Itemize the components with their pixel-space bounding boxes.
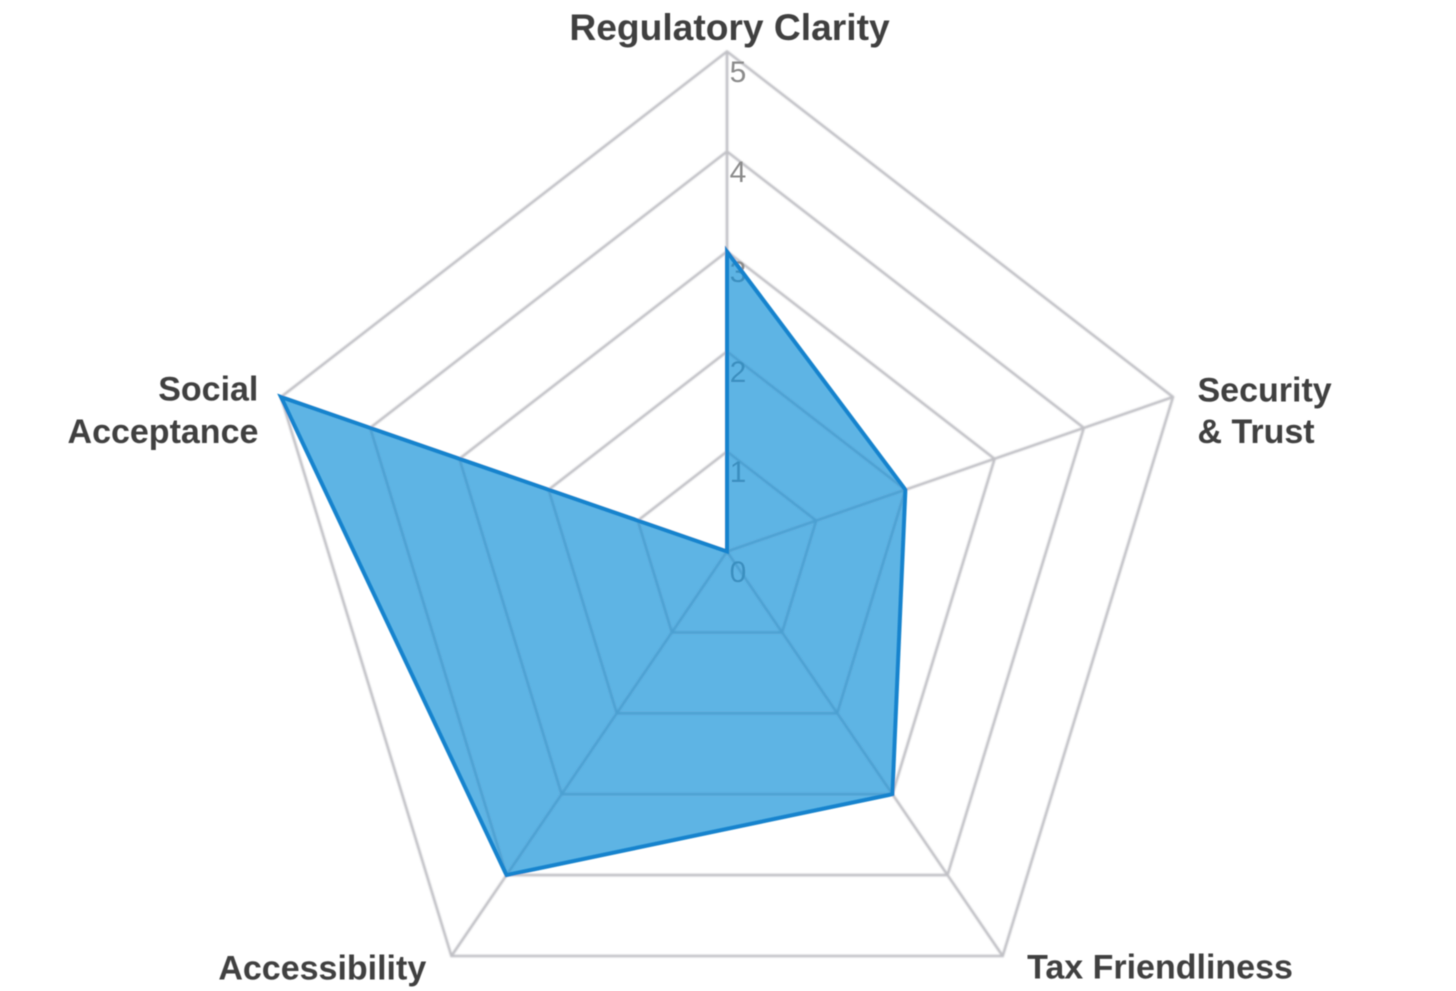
svg-text:Security: Security xyxy=(1198,372,1332,410)
svg-text:Tax Friendliness: Tax Friendliness xyxy=(1027,949,1293,987)
svg-text:4: 4 xyxy=(730,156,747,189)
svg-text:Regulatory Clarity: Regulatory Clarity xyxy=(569,6,890,48)
svg-text:Acceptance: Acceptance xyxy=(68,413,259,451)
svg-text:5: 5 xyxy=(730,56,747,89)
svg-text:& Trust: & Trust xyxy=(1198,413,1315,451)
svg-text:Social: Social xyxy=(158,370,258,408)
svg-text:Accessibility: Accessibility xyxy=(218,949,426,987)
